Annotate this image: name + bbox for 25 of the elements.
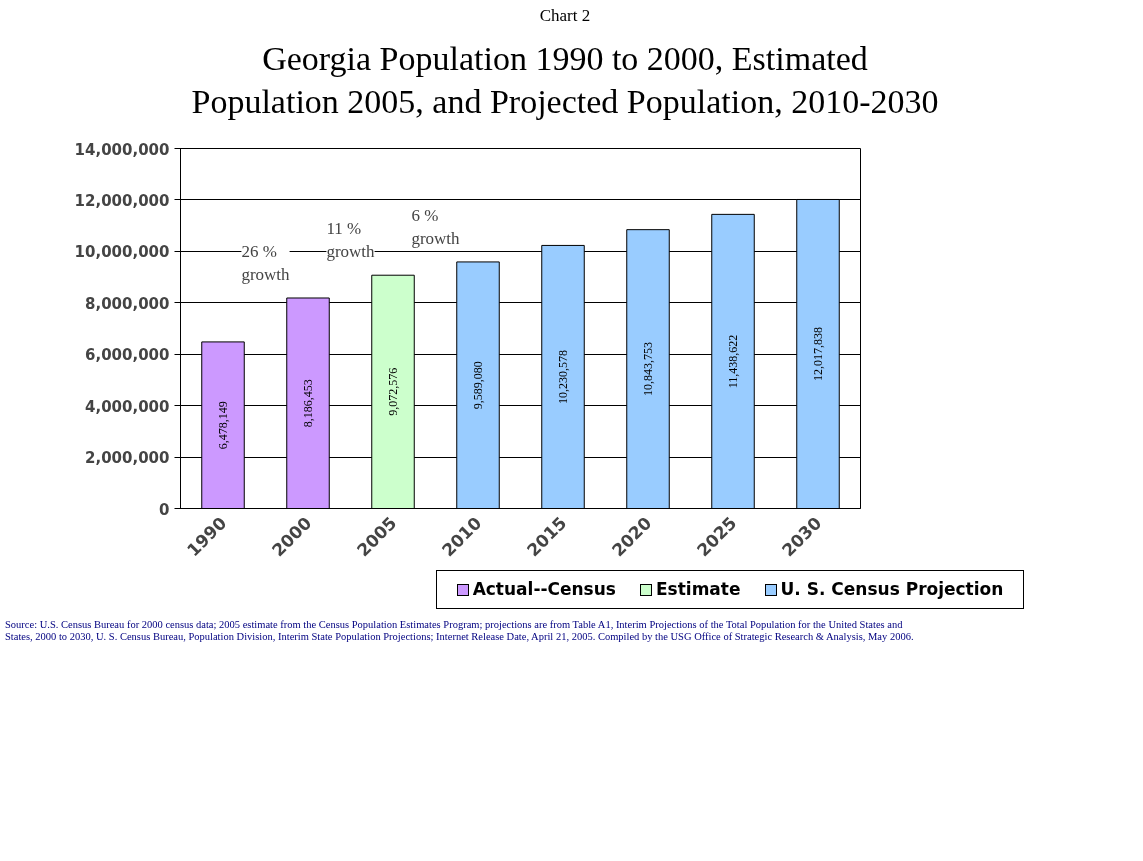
chart-subtitle: Chart 2 <box>539 5 591 27</box>
annotation: 6 % growth <box>411 206 461 249</box>
data-label: 8,186,453 <box>301 379 315 428</box>
data-label: 12,017,838 <box>811 327 825 382</box>
y-tick-label: 0 <box>159 500 170 519</box>
y-tick-label: 10,000,000 <box>74 243 170 262</box>
y-tick-label: 4,000,000 <box>85 397 170 416</box>
chart-title: Georgia Population 1990 to 2000, Estimated Population 2005, and Projected Population, 2010-2030 <box>191 39 939 122</box>
data-label: 10,230,578 <box>556 350 570 405</box>
y-tick-label: 14,000,000 <box>74 140 170 159</box>
source-note: Source: U.S. Census Bureau for 2000 census data; 2005 estimate from the Census Population Estimates Program; projections are from Table A1, Interim Projections of the Total Population for the United States and States, 2000 to 2030, U. S. Census Bureau, Population Division, Interim State Population Projections; Internet Release Date, April 21, 2005. Compiled by the USG Office of Strategic Research & Analysis, May 2006. <box>5 618 914 644</box>
legend-label: U. S. Census Projection <box>779 578 1004 602</box>
data-label: 9,072,576 <box>386 368 400 417</box>
legend-label: Actual--Census <box>471 578 616 602</box>
legend-label: Estimate <box>654 578 741 602</box>
data-label: 11,438,622 <box>726 334 740 389</box>
y-tick-label: 8,000,000 <box>85 295 170 314</box>
y-tick-label: 12,000,000 <box>74 192 170 211</box>
data-label: 10,843,753 <box>641 342 655 397</box>
annotation: 26 % growth <box>241 242 291 285</box>
data-label: 6,478,149 <box>216 401 230 450</box>
y-tick-label: 6,000,000 <box>85 346 170 365</box>
y-tick-label: 2,000,000 <box>85 449 170 468</box>
data-label: 9,589,080 <box>471 361 485 410</box>
annotation: 11 % growth <box>326 219 376 262</box>
